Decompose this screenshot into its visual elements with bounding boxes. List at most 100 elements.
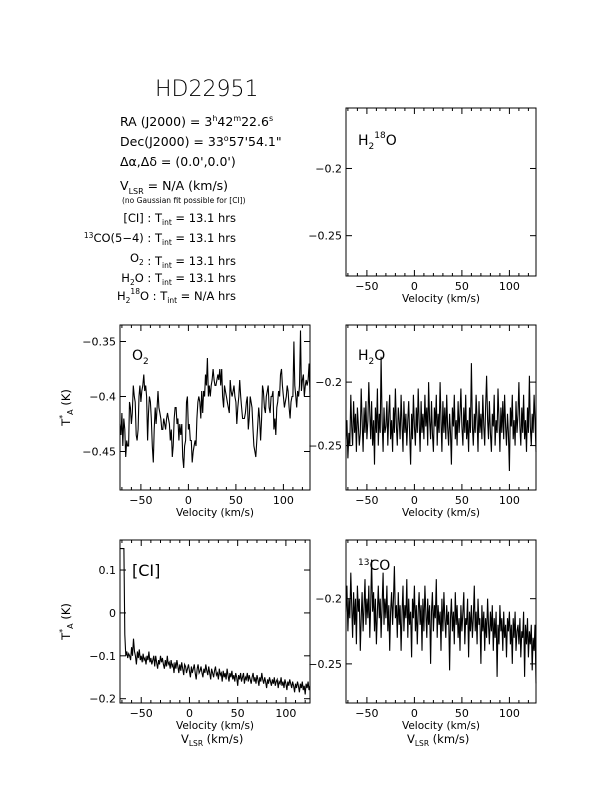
y-axis-unit: (K) — [59, 603, 73, 623]
tint-symbol: T — [154, 231, 163, 245]
ra-seconds-unit: s — [269, 114, 273, 123]
panel-13co: −50 0 50 100 −0.2 −0.25 13CO Velocity (km/s)VLS… — [308, 539, 537, 748]
y-axis-label: T*A (K) — [58, 603, 75, 641]
tint-species-subscript: 2 — [139, 258, 144, 267]
x-tick-label: 100 — [499, 494, 520, 507]
y-axis-superscript: * — [58, 415, 67, 419]
y-axis-symbol: T — [59, 632, 73, 641]
x-tick-label: 50 — [229, 494, 243, 507]
tint-colon: : — [144, 271, 155, 285]
ra-minutes-unit: m — [233, 114, 241, 123]
x-tick-label: 0 — [186, 707, 193, 720]
vlsr-axis-subscript: LSR — [189, 739, 203, 748]
label-sub: 2 — [369, 357, 375, 367]
tint-species-isotope: 18 — [130, 287, 140, 296]
x-axis-label: Velocity (km/s) — [402, 720, 480, 732]
panel-label: O2 — [132, 348, 149, 367]
vlsr-axis-symbol: V — [181, 732, 189, 746]
tint-isotope-prefix: 13 — [84, 231, 94, 240]
tint-subscript: int — [162, 238, 172, 247]
x-tick-label: 0 — [411, 280, 418, 293]
panel-frame — [345, 107, 537, 277]
y-tick-label: −0.2 — [315, 593, 342, 606]
y-tick-label: −0.25 — [308, 230, 342, 243]
tint-symbol: T — [154, 254, 163, 268]
label-sub: 2 — [369, 142, 375, 152]
vlsr-subscript: LSR — [129, 187, 145, 196]
tint-species-tail: O — [140, 289, 149, 303]
x-tick-label: 100 — [275, 707, 296, 720]
x-axis-label: Velocity (km/s) — [402, 293, 480, 305]
y-tick-label: −0.25 — [308, 658, 342, 671]
panel-o2: −50 0 50 100 −0.35 −0.4 −0.45 O2 Velocity (km/s)… — [58, 324, 311, 519]
tint-value: = 13.1 hrs — [172, 271, 236, 285]
dec-degrees: 33 — [208, 134, 224, 149]
y-axis-subscript: A — [66, 409, 75, 415]
panel-frame — [345, 539, 537, 704]
vlsr-axis-label: VLSR (km/s) — [181, 732, 243, 748]
label-h: H — [358, 348, 369, 364]
y-axis-label: T*A (K) — [58, 389, 75, 427]
y-tick-label: 0.1 — [99, 564, 117, 577]
label-isotope: 18 — [374, 131, 386, 141]
panel-frame — [119, 324, 311, 491]
vlsr-axis-label: VLSR (km/s) — [407, 732, 469, 748]
y-axis-unit: (K) — [59, 389, 73, 409]
panel-label: H218O — [358, 131, 397, 152]
tint-subscript: int — [162, 218, 172, 227]
y-axis-subscript: A — [66, 623, 75, 629]
x-tick-label: −50 — [355, 494, 378, 507]
tint-species: CO(5−4) — [93, 231, 143, 245]
panel-h2_18o: −50 0 50 100 −0.2 −0.25 H218O Velocity (km/s) — [308, 107, 537, 305]
ra-seconds: 22.6 — [241, 114, 269, 129]
panel-label: 13CO — [358, 558, 390, 574]
x-tick-label: 100 — [273, 494, 294, 507]
panel-h2o: −50 0 50 100 −0.2 −0.25 H2O Velocity (km/s) — [308, 324, 537, 519]
vlsr-axis-symbol: V — [407, 732, 415, 746]
spectrum-line-h2o — [345, 356, 537, 472]
tint-line: [CI] : Tint = 13.1 hrs — [123, 211, 236, 227]
panel-ci: −50 0 50 100 0.1 0 −0.1 −0.2 [CI] Velocity (km/s)… — [58, 539, 311, 748]
tint-subscript: int — [162, 278, 172, 287]
tint-species-subscript: 2 — [130, 278, 135, 287]
label-co: CO — [369, 558, 390, 574]
tint-colon: : — [144, 254, 155, 268]
tint-line: O2 : Tint = 13.1 hrs — [130, 251, 236, 270]
x-axis-label: Velocity (km/s) — [402, 507, 480, 519]
vlsr-value: = N/A (km/s) — [144, 178, 228, 193]
x-tick-label: −50 — [355, 707, 378, 720]
label-isotope: 13 — [358, 558, 369, 568]
y-tick-label: −0.2 — [315, 162, 342, 175]
integration-times: [CI] : Tint = 13.1 hrs 13CO(5−4) : Tint =… — [84, 211, 236, 305]
tint-subscript: int — [162, 261, 172, 270]
tint-colon: : — [149, 289, 160, 303]
vlsr-axis-subscript: LSR — [415, 739, 429, 748]
y-tick-label: −0.45 — [82, 446, 116, 459]
dec-rest: 57'54.1" — [229, 134, 282, 149]
spectrum-line-ci — [120, 548, 311, 695]
tint-line: H2O : Tint = 13.1 hrs — [121, 271, 236, 287]
x-tick-label: 50 — [455, 494, 469, 507]
ra-minutes: 42 — [217, 114, 233, 129]
panel-label: [CI] — [132, 561, 160, 580]
tint-value: = 13.1 hrs — [172, 254, 236, 268]
spectrum-line-13co — [345, 559, 537, 684]
tint-symbol: T — [154, 211, 163, 225]
panel-label: H2O — [358, 348, 385, 367]
ra-hours-unit: h — [212, 114, 217, 123]
y-axis-symbol: T — [59, 418, 73, 427]
vlsr-axis-unit: (km/s) — [203, 732, 243, 746]
label-o: O — [132, 348, 143, 364]
y-tick-label: −0.2 — [89, 693, 116, 706]
label-h: H — [358, 133, 369, 149]
gaussian-note: (no Gaussian fit possible for [CI]) — [122, 196, 246, 205]
dec-degrees-unit: o — [224, 134, 229, 143]
tint-species: H — [117, 289, 126, 303]
object-title: HD22951 — [155, 77, 258, 102]
x-tick-label: 50 — [455, 707, 469, 720]
tint-value: = 13.1 hrs — [172, 231, 236, 245]
offset-line: Δα,Δδ = (0.0',0.0') — [120, 154, 236, 169]
x-tick-label: 50 — [231, 707, 245, 720]
